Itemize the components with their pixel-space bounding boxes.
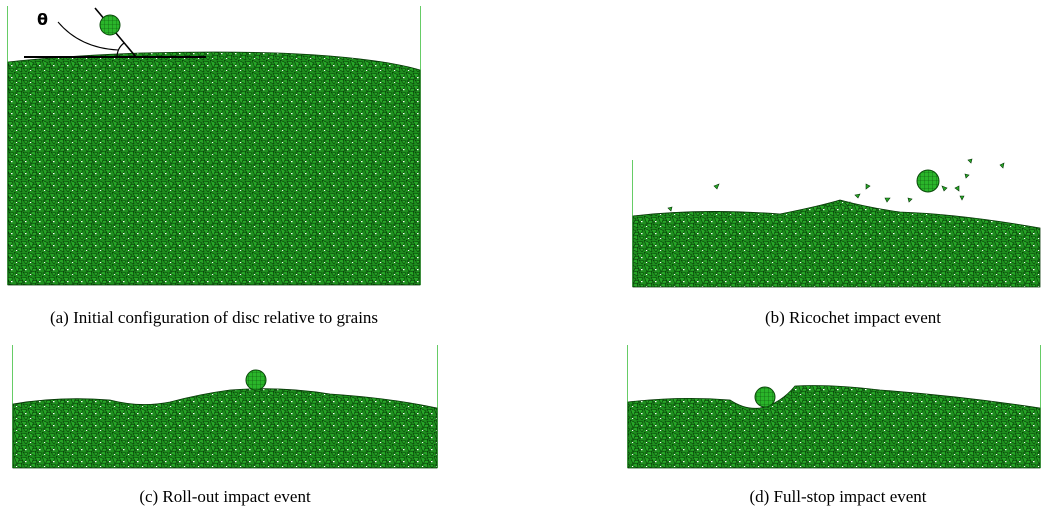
disc (100, 15, 120, 35)
panel-b: (b) Ricochet impact event (633, 159, 1041, 327)
grain-bed (628, 386, 1040, 469)
panel-c: (c) Roll-out impact event (13, 345, 438, 506)
grain-bed (633, 200, 1040, 287)
grain-bed (8, 52, 420, 285)
caption: (d) Full-stop impact event (749, 487, 926, 506)
disc (917, 170, 939, 192)
angle-label: θ (37, 10, 48, 29)
figure: θ (a) Initial configuration of disc rela… (0, 0, 1050, 514)
panel-a: θ (a) Initial configuration of disc rela… (8, 6, 421, 327)
disc (755, 387, 775, 407)
caption: (c) Roll-out impact event (139, 487, 311, 506)
grain-bed (13, 389, 437, 468)
panel-d: (d) Full-stop impact event (628, 345, 1041, 506)
caption: (a) Initial configuration of disc relati… (50, 308, 378, 327)
caption: (b) Ricochet impact event (765, 308, 941, 327)
disc (246, 370, 266, 390)
